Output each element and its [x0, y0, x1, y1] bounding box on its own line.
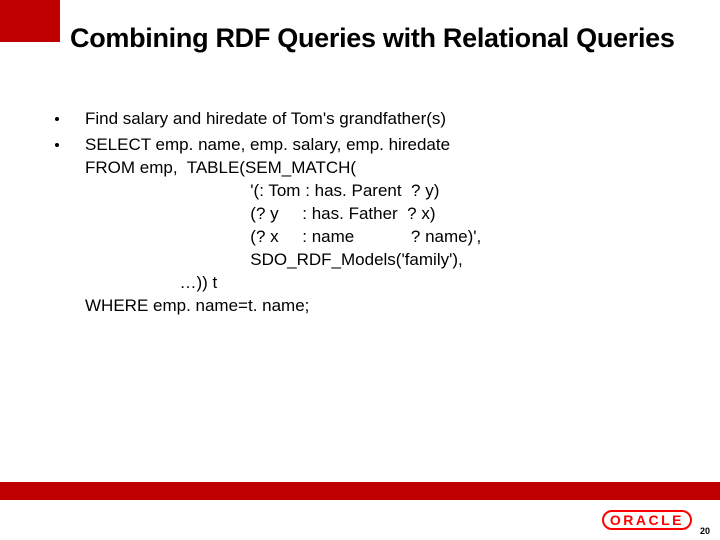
slide-title: Combining RDF Queries with Relational Qu…: [70, 22, 675, 54]
oracle-logo: ORACLE: [602, 510, 692, 531]
code-line: SDO_RDF_Models('family'),: [85, 249, 481, 272]
bullet-dot-icon: [55, 117, 59, 121]
code-line: (? y : has. Father ? x): [85, 203, 481, 226]
bullet-text: SELECT emp. name, emp. salary, emp. hire…: [85, 134, 481, 318]
code-line: SELECT emp. name, emp. salary, emp. hire…: [85, 134, 481, 157]
bullet-item: Find salary and hiredate of Tom's grandf…: [55, 108, 680, 131]
code-line: '(: Tom : has. Parent ? y): [85, 180, 481, 203]
footer-red-bar: [0, 482, 720, 500]
oracle-logo-text: ORACLE: [602, 510, 692, 531]
code-line: WHERE emp. name=t. name;: [85, 295, 481, 318]
code-line: …)) t: [85, 272, 481, 295]
slide-content: Find salary and hiredate of Tom's grandf…: [55, 108, 680, 320]
code-line: FROM emp, TABLE(SEM_MATCH(: [85, 157, 481, 180]
bullet-dot-icon: [55, 143, 59, 147]
bullet-item: SELECT emp. name, emp. salary, emp. hire…: [55, 134, 680, 318]
corner-red-block: [0, 0, 60, 42]
page-number: 20: [700, 526, 710, 536]
code-line: (? x : name ? name)',: [85, 226, 481, 249]
bullet-text: Find salary and hiredate of Tom's grandf…: [85, 108, 446, 131]
footer: ORACLE: [0, 500, 720, 540]
